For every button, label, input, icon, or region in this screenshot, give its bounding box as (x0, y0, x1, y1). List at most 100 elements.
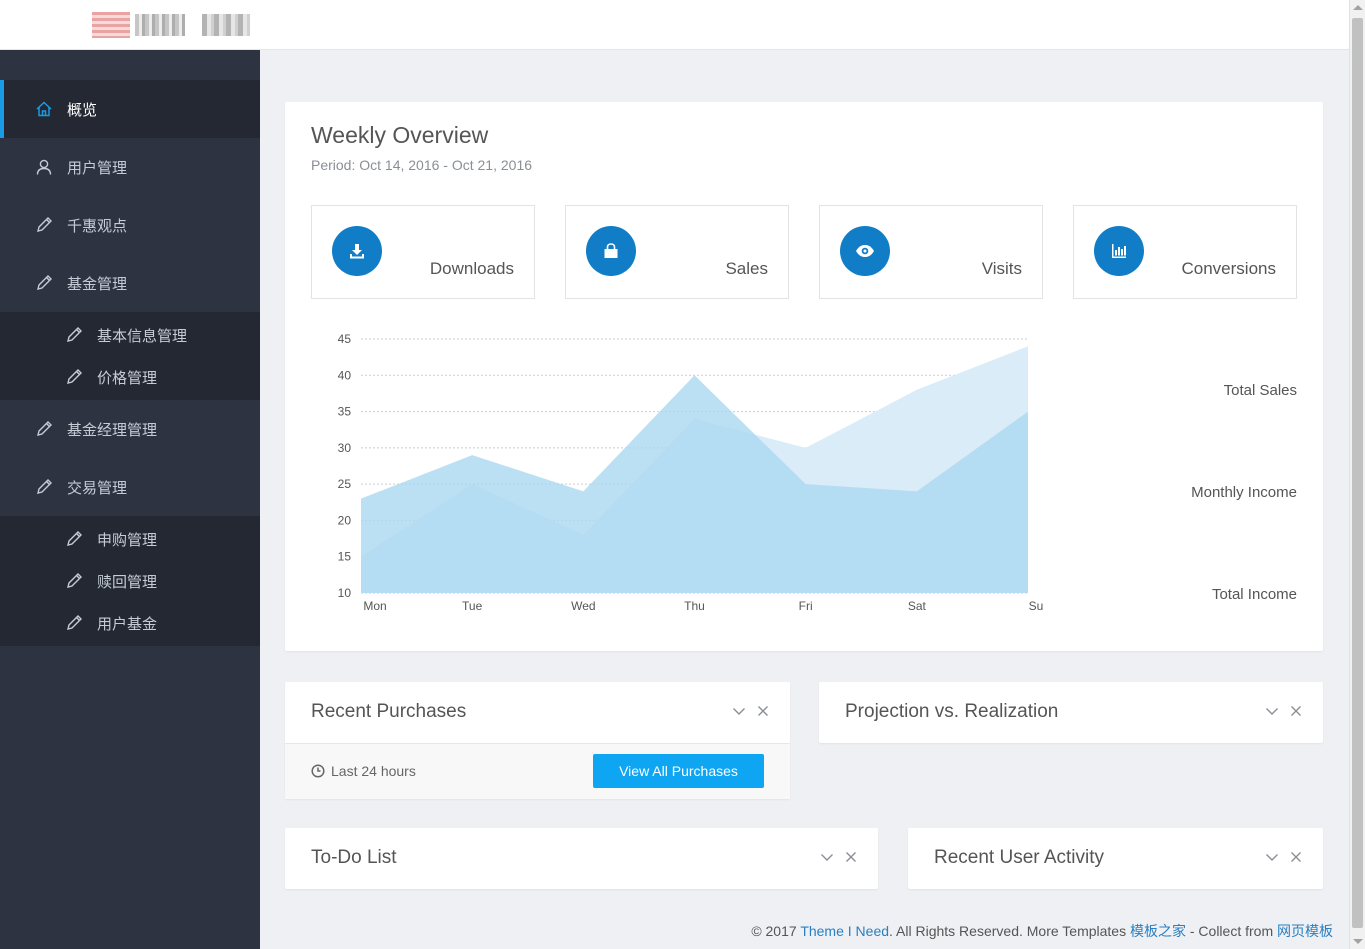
widget-tools (820, 850, 858, 864)
chevron-down-icon[interactable] (732, 704, 746, 718)
page-footer: © 2017 Theme I Need. All Rights Reserved… (751, 921, 1333, 941)
home-icon (34, 99, 54, 119)
sidebar-item-label: 千惠观点 (67, 217, 128, 235)
stat-label: Conversions (1181, 259, 1277, 278)
sidebar-subitem-user-funds[interactable]: 用户基金 (0, 602, 260, 644)
x-tick-label: Fri (799, 599, 813, 613)
y-tick-label: 20 (338, 513, 352, 527)
pencil-icon (64, 571, 84, 591)
activity-widget: Recent User Activity (908, 828, 1323, 889)
sidebar-menu: 概览 用户管理 千惠观点 基金管理 基本信息管理 (0, 80, 260, 646)
sidebar-item-label: 基本信息管理 (97, 327, 188, 345)
pencil-icon (34, 477, 54, 497)
sidebar-item-fund-manager[interactable]: 基金经理管理 (0, 400, 260, 458)
brand-logo[interactable] (92, 12, 250, 38)
sidebar-subitem-price[interactable]: 价格管理 (0, 356, 260, 398)
sidebar-item-label: 交易管理 (67, 479, 128, 497)
close-icon[interactable] (844, 850, 858, 864)
y-tick-label: 15 (338, 550, 352, 564)
scroll-thumb[interactable] (1352, 18, 1363, 928)
sidebar-subitem-purchase[interactable]: 申购管理 (0, 518, 260, 560)
y-tick-label: 35 (338, 405, 352, 419)
scroll-down-icon[interactable] (1353, 939, 1363, 944)
shopping-bag-icon (586, 226, 636, 276)
widget-title: Projection vs. Realization (845, 701, 1059, 722)
todo-widget: To-Do List (285, 828, 878, 889)
sidebar-item-label: 概览 (67, 101, 98, 119)
user-icon (34, 157, 54, 177)
sidebar-item-label: 用户基金 (97, 615, 158, 633)
x-tick-label: Wed (571, 599, 595, 613)
close-icon[interactable] (1289, 704, 1303, 718)
top-header (0, 0, 1349, 50)
footer-theme-link[interactable]: Theme I Need (800, 923, 890, 939)
x-tick-label: Thu (684, 599, 705, 613)
weekly-overview-panel: Weekly Overview Period: Oct 14, 2016 - O… (285, 102, 1323, 651)
sidebar-item-label: 价格管理 (97, 369, 158, 387)
period-text: Period: Oct 14, 2016 - Oct 21, 2016 (311, 157, 533, 173)
close-icon[interactable] (1289, 850, 1303, 864)
scroll-up-icon[interactable] (1353, 5, 1363, 10)
weekly-chart: 10 15 20 25 30 35 40 45 Mon Tue Wed Thu Fri Sat Su (311, 327, 1051, 617)
y-tick-label: 30 (338, 441, 352, 455)
series-area-monthly-income (361, 375, 1028, 593)
y-tick-label: 45 (338, 332, 352, 346)
time-filter: Last 24 hours (311, 763, 416, 779)
recent-purchases-widget: Recent Purchases Last 24 hours View All … (285, 682, 790, 799)
sidebar-item-trading[interactable]: 交易管理 (0, 458, 260, 516)
sidebar-item-label: 赎回管理 (97, 573, 158, 591)
stat-conversions[interactable]: Conversions (1073, 205, 1297, 299)
stat-downloads[interactable]: Downloads (311, 205, 535, 299)
footer-templates-link[interactable]: 模板之家 (1129, 923, 1186, 939)
submenu-fund-management: 基本信息管理 价格管理 (0, 312, 260, 400)
legend-total-sales: Total Sales (1223, 382, 1297, 399)
panel-title: Weekly Overview (311, 122, 489, 148)
sidebar-item-fund-management[interactable]: 基金管理 (0, 254, 260, 312)
sidebar-subitem-redeem[interactable]: 赎回管理 (0, 560, 260, 602)
pencil-icon (64, 529, 84, 549)
y-tick-label: 25 (338, 477, 352, 491)
x-tick-label: Sat (908, 599, 927, 613)
sidebar-item-viewpoints[interactable]: 千惠观点 (0, 196, 260, 254)
pencil-icon (34, 215, 54, 235)
footer-collect-text: - Collect from (1185, 923, 1277, 939)
x-tick-label: Tue (462, 599, 483, 613)
pencil-icon (34, 419, 54, 439)
widget-title: To-Do List (311, 847, 397, 868)
x-tick-label: Mon (363, 599, 386, 613)
submenu-trading: 申购管理 赎回管理 用户基金 (0, 516, 260, 646)
time-filter-label: Last 24 hours (331, 763, 416, 779)
chevron-down-icon[interactable] (1265, 704, 1279, 718)
chevron-down-icon[interactable] (1265, 850, 1279, 864)
x-tick-label: Su (1029, 599, 1044, 613)
sidebar-item-label: 基金管理 (67, 275, 128, 293)
clock-icon (311, 764, 325, 778)
download-icon (332, 226, 382, 276)
widget-tools (1265, 850, 1303, 864)
legend-total-income: Total Income (1211, 586, 1297, 603)
widget-footer: Last 24 hours View All Purchases (285, 743, 790, 799)
page-scrollbar[interactable] (1349, 0, 1365, 949)
sidebar-subitem-basic-info[interactable]: 基本信息管理 (0, 314, 260, 356)
area-chart-svg: 10 15 20 25 30 35 40 45 Mon Tue Wed Thu Fri Sat Su (338, 332, 1044, 613)
close-icon[interactable] (756, 704, 770, 718)
legend-monthly-income: Monthly Income (1191, 484, 1297, 501)
footer-text: . All Rights Reserved. More Templates (889, 923, 1130, 939)
pencil-icon (34, 273, 54, 293)
chevron-down-icon[interactable] (820, 850, 834, 864)
sidebar-item-users[interactable]: 用户管理 (0, 138, 260, 196)
stat-visits[interactable]: Visits (819, 205, 1043, 299)
sidebar-item-overview[interactable]: 概览 (0, 80, 260, 138)
sidebar: 概览 用户管理 千惠观点 基金管理 基本信息管理 (0, 50, 260, 949)
stat-label: Visits (981, 259, 1022, 278)
stat-sales[interactable]: Sales (565, 205, 789, 299)
widget-tools (732, 704, 770, 718)
pencil-icon (64, 367, 84, 387)
footer-collect-link[interactable]: 网页模板 (1277, 923, 1333, 939)
sidebar-item-label: 申购管理 (97, 531, 158, 549)
stat-label: Downloads (429, 259, 514, 278)
widget-title: Recent Purchases (311, 701, 467, 722)
widget-title: Recent User Activity (934, 847, 1104, 868)
view-all-purchases-button[interactable]: View All Purchases (593, 754, 764, 788)
eye-icon (840, 226, 890, 276)
